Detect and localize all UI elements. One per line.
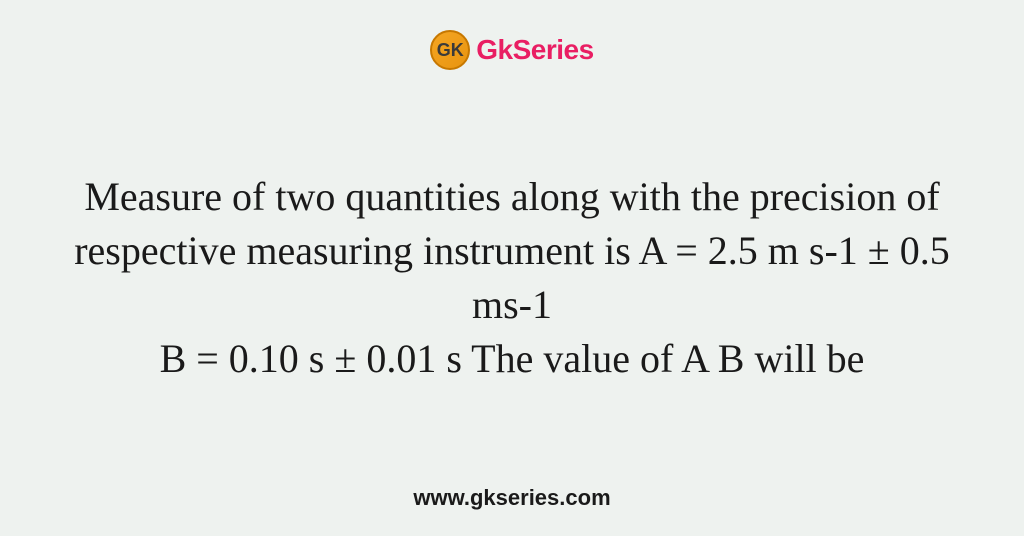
logo-container: GK GkSeries [430,30,593,70]
logo-badge-text: GK [437,40,464,61]
logo-brand-text: GkSeries [476,34,593,66]
footer-url: www.gkseries.com [413,485,610,511]
question-text: Measure of two quantities along with the… [52,170,972,386]
logo-badge-icon: GK [430,30,470,70]
